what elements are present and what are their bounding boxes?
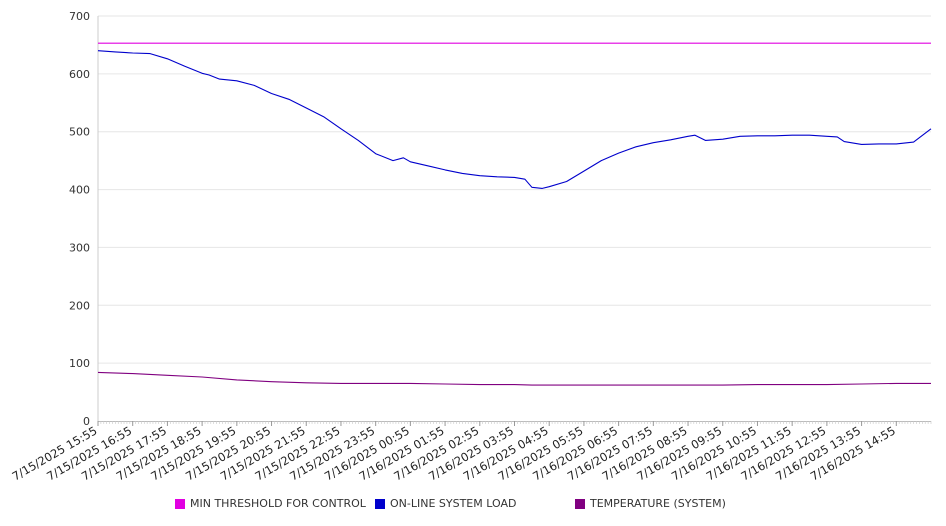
y-tick-label: 400 bbox=[69, 184, 90, 197]
x-tick-labels: 7/15/2025 15:557/15/2025 16:557/15/2025 … bbox=[10, 423, 898, 483]
line-chart: 0 100 200 300 400 500 600 700 7/15/2025 15:557/… bbox=[10, 10, 932, 483]
legend-item-temperature-system[interactable]: TEMPERATURE (SYSTEM) bbox=[575, 497, 726, 510]
axes bbox=[97, 16, 932, 426]
y-tick-labels: 0 100 200 300 400 500 600 700 bbox=[69, 10, 90, 428]
legend-swatch-online-system-load bbox=[375, 498, 385, 509]
series-lines bbox=[97, 42, 932, 386]
y-tick-label: 600 bbox=[69, 68, 90, 81]
gridlines bbox=[98, 15, 931, 364]
legend-item-online-system-load[interactable]: ON-LINE SYSTEM LOAD bbox=[375, 497, 516, 510]
legend-label-online-system-load: ON-LINE SYSTEM LOAD bbox=[390, 497, 517, 510]
legend-swatch-min-threshold bbox=[175, 498, 185, 509]
legend-item-min-threshold[interactable]: MIN THRESHOLD FOR CONTROL bbox=[175, 497, 366, 510]
series-line-on-line-system-load bbox=[97, 50, 932, 189]
legend: MIN THRESHOLD FOR CONTROL ON-LINE SYSTEM… bbox=[0, 497, 946, 515]
legend-label-min-threshold: MIN THRESHOLD FOR CONTROL bbox=[190, 497, 366, 510]
y-tick-label: 100 bbox=[69, 357, 90, 370]
y-tick-label: 500 bbox=[69, 126, 90, 139]
y-tick-label: 700 bbox=[69, 10, 90, 23]
y-tick-label: 0 bbox=[83, 415, 90, 428]
series-line-temperature-system bbox=[97, 371, 931, 386]
y-tick-label: 200 bbox=[69, 299, 90, 312]
legend-label-temperature-system: TEMPERATURE (SYSTEM) bbox=[590, 497, 726, 510]
y-tick-label: 300 bbox=[69, 241, 90, 254]
legend-swatch-temperature-system bbox=[575, 498, 585, 509]
